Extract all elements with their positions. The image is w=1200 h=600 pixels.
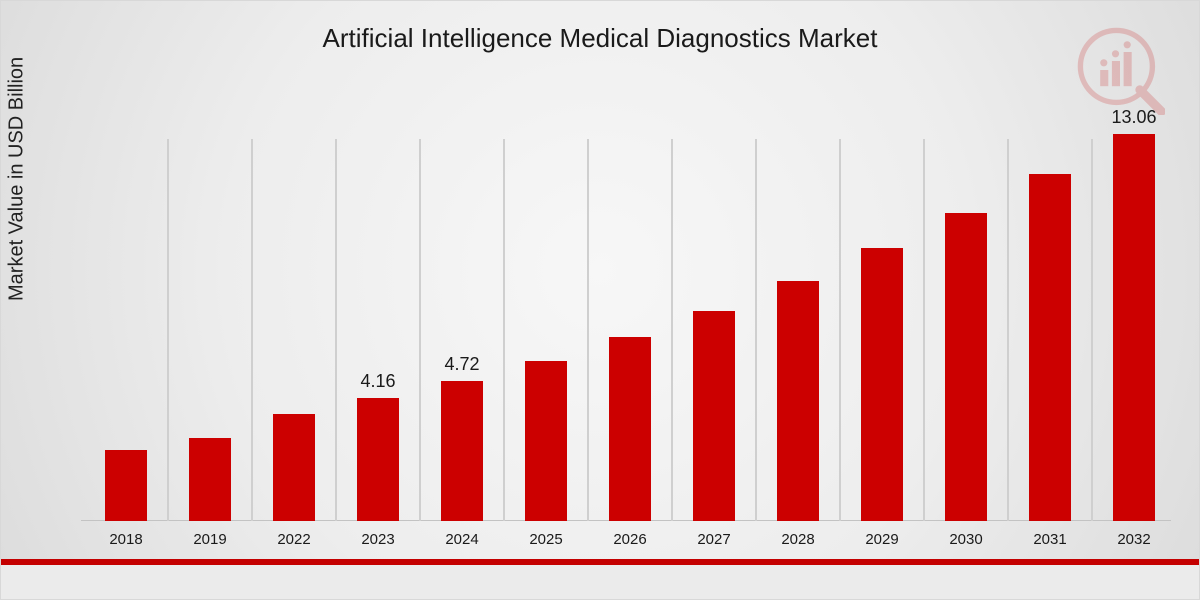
grid-line bbox=[1007, 139, 1009, 521]
grid-line bbox=[839, 139, 841, 521]
bar-value-label: 13.06 bbox=[1074, 107, 1194, 128]
bar-group bbox=[189, 139, 231, 521]
bar-group bbox=[861, 139, 903, 521]
bar-group: 4.72 bbox=[441, 139, 483, 521]
plot-area: 4.16 4.72 13.06 bbox=[81, 106, 1171, 521]
bar-group bbox=[945, 139, 987, 521]
grid-line bbox=[1091, 139, 1093, 521]
grid-line bbox=[671, 139, 673, 521]
bar-group: 13.06 bbox=[1113, 139, 1155, 521]
x-tick-label: 2018 bbox=[96, 531, 156, 548]
grid-line bbox=[923, 139, 925, 521]
bar bbox=[189, 438, 231, 521]
bar bbox=[945, 213, 987, 521]
grid-line bbox=[167, 139, 169, 521]
bar bbox=[525, 361, 567, 521]
bar bbox=[609, 337, 651, 521]
bar bbox=[105, 450, 147, 521]
bar-group bbox=[777, 139, 819, 521]
grid-line bbox=[503, 139, 505, 521]
bar bbox=[777, 281, 819, 521]
bar-group bbox=[609, 139, 651, 521]
x-tick-label: 2026 bbox=[600, 531, 660, 548]
footer-band bbox=[1, 559, 1199, 599]
bar bbox=[861, 248, 903, 521]
bar bbox=[441, 381, 483, 521]
x-tick-label: 2019 bbox=[180, 531, 240, 548]
bar bbox=[273, 414, 315, 521]
bar-group bbox=[105, 139, 147, 521]
x-tick-label: 2031 bbox=[1020, 531, 1080, 548]
bar-group: 4.16 bbox=[357, 139, 399, 521]
x-tick-label: 2025 bbox=[516, 531, 576, 548]
watermark-logo-icon bbox=[1075, 25, 1165, 115]
bar-group bbox=[273, 139, 315, 521]
grid-line bbox=[335, 139, 337, 521]
chart-canvas: Artificial Intelligence Medical Diagnost… bbox=[0, 0, 1200, 600]
grid-line bbox=[419, 139, 421, 521]
x-tick-label: 2030 bbox=[936, 531, 996, 548]
grid-line bbox=[587, 139, 589, 521]
x-tick-label: 2024 bbox=[432, 531, 492, 548]
bar bbox=[357, 398, 399, 521]
bar bbox=[1113, 134, 1155, 521]
bar bbox=[693, 311, 735, 521]
x-tick-label: 2023 bbox=[348, 531, 408, 548]
chart-title: Artificial Intelligence Medical Diagnost… bbox=[1, 23, 1199, 54]
bar bbox=[1029, 174, 1071, 521]
x-tick-label: 2028 bbox=[768, 531, 828, 548]
x-tick-label: 2027 bbox=[684, 531, 744, 548]
x-tick-label: 2032 bbox=[1104, 531, 1164, 548]
grid-line bbox=[251, 139, 253, 521]
bar-group bbox=[693, 139, 735, 521]
bar-group bbox=[525, 139, 567, 521]
x-tick-label: 2029 bbox=[852, 531, 912, 548]
x-tick-label: 2022 bbox=[264, 531, 324, 548]
grid-line bbox=[755, 139, 757, 521]
footer-grey-bar bbox=[1, 565, 1199, 599]
y-axis-label: Market Value in USD Billion bbox=[6, 57, 29, 301]
bar-group bbox=[1029, 139, 1071, 521]
